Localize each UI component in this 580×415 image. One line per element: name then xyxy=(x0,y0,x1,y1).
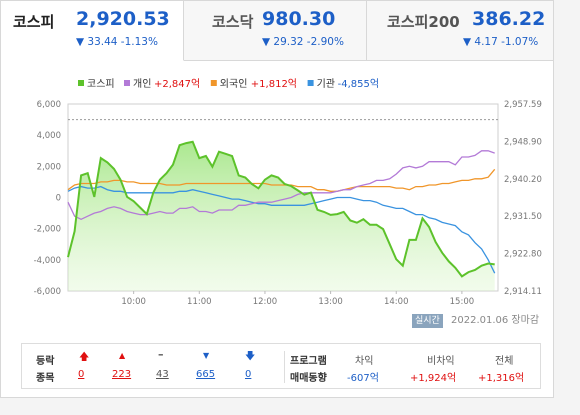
left-axis-tick: 2,000 xyxy=(37,162,61,172)
kospi-area xyxy=(68,141,495,291)
non-arbitrage-label: 비차익 xyxy=(427,356,455,367)
series-line-institution xyxy=(67,185,496,274)
left-axis-tick: -2,000 xyxy=(34,225,61,235)
total-label: 전체 xyxy=(495,356,514,367)
right-axis-tick: 2,922.80 xyxy=(504,250,542,260)
legend-name: 개인 xyxy=(133,78,151,90)
x-axis-tick: 13:00 xyxy=(318,297,343,307)
limit-down-count[interactable]: 0 xyxy=(245,369,252,380)
tab-name: 코스피 xyxy=(13,13,55,31)
tab-change: ▼ 33.44 -1.13% xyxy=(76,36,158,48)
non-arbitrage-value: +1,924억 xyxy=(410,373,457,384)
program-label: 프로그램 xyxy=(290,356,327,367)
stats-label: 종목 xyxy=(36,373,55,384)
right-axis-tick: 2,931.50 xyxy=(504,212,542,222)
left-axis-tick: -6,000 xyxy=(34,287,61,297)
x-axis-tick: 14:00 xyxy=(384,297,409,307)
right-axis-tick: 2,914.11 xyxy=(504,287,542,297)
legend-name: 기관 xyxy=(317,78,335,90)
x-axis-tick: 15:00 xyxy=(450,297,475,307)
up-count[interactable]: 223 xyxy=(112,369,132,380)
tab-kospi[interactable]: 코스피 2,920.53 ▼ 33.44 -1.13% xyxy=(1,1,184,61)
legend-swatch xyxy=(78,80,84,86)
left-axis-tick: 0 xyxy=(56,194,61,204)
flat-icon: – xyxy=(158,348,164,361)
legend-name: 코스피 xyxy=(87,78,115,90)
tab-name: 코스닥 xyxy=(212,13,254,31)
right-axis-tick: 2,948.90 xyxy=(504,137,542,147)
flat-count[interactable]: 43 xyxy=(156,369,169,380)
tab-price: 980.30 xyxy=(262,8,336,30)
limit-up-count[interactable]: 0 xyxy=(78,369,85,380)
series-line-kospi xyxy=(67,140,495,278)
stats-label: 등락 xyxy=(36,356,55,367)
limit-down-icon: 🡇 xyxy=(245,351,256,362)
index-tabs: 코스피 2,920.53 ▼ 33.44 -1.13% 코스닥 980.30 ▼… xyxy=(1,1,553,61)
arbitrage-label: 차익 xyxy=(355,356,374,367)
market-stats-panel: 등락 종목 🡅 0 ▲ 223 – 43 ▼ 665 🡇 0 프로그램 매매동향… xyxy=(21,343,541,389)
total-value: +1,316억 xyxy=(478,373,525,384)
legend-value: +1,812억 xyxy=(251,78,297,90)
up-icon: ▲ xyxy=(119,351,126,360)
market-date: 2022.01.06 장마감 xyxy=(451,315,540,326)
right-axis-tick: 2,957.59 xyxy=(504,100,542,110)
legend-value: +2,847억 xyxy=(154,78,200,90)
tab-name: 코스피200 xyxy=(387,13,460,31)
realtime-badge[interactable]: 실시간 xyxy=(412,314,443,328)
arbitrage-value: -607억 xyxy=(347,373,379,384)
left-axis-tick: 4,000 xyxy=(37,131,61,141)
divider xyxy=(284,351,285,383)
series-line-foreign xyxy=(67,168,496,192)
tab-price: 2,920.53 xyxy=(76,8,170,30)
legend-swatch xyxy=(210,80,217,86)
legend-swatch xyxy=(307,80,314,86)
right-axis-tick: 2,940.20 xyxy=(504,175,542,185)
series-line-individual xyxy=(67,150,495,221)
down-count[interactable]: 665 xyxy=(196,369,216,380)
legend-swatch xyxy=(124,80,130,86)
legend-value: -4,855억 xyxy=(338,78,379,90)
program-label: 매매동향 xyxy=(290,373,327,384)
down-icon: ▼ xyxy=(203,351,210,360)
left-axis-tick: -4,000 xyxy=(34,256,61,266)
x-axis-tick: 11:00 xyxy=(187,297,212,307)
legend-name: 외국인 xyxy=(220,78,248,90)
limit-up-icon: 🡅 xyxy=(79,352,90,363)
left-axis-tick: 6,000 xyxy=(37,100,61,110)
tab-price: 386.22 xyxy=(472,8,546,30)
tab-change: ▼ 4.17 -1.07% xyxy=(463,36,539,48)
x-axis-tick: 12:00 xyxy=(253,297,278,307)
index-widget: 코스피 2,920.53 ▼ 33.44 -1.13% 코스닥 980.30 ▼… xyxy=(0,0,554,398)
x-axis-tick: 10:00 xyxy=(121,297,146,307)
tab-change: ▼ 29.32 -2.90% xyxy=(262,36,344,48)
tab-kosdaq[interactable]: 코스닥 980.30 ▼ 29.32 -2.90% xyxy=(184,1,367,61)
tab-kospi200[interactable]: 코스피200 386.22 ▼ 4.17 -1.07% xyxy=(367,1,553,61)
intraday-chart: 6,000 4,000 2,000 0 -2,000 -4,000 -6,000 2,957.… xyxy=(34,78,542,307)
